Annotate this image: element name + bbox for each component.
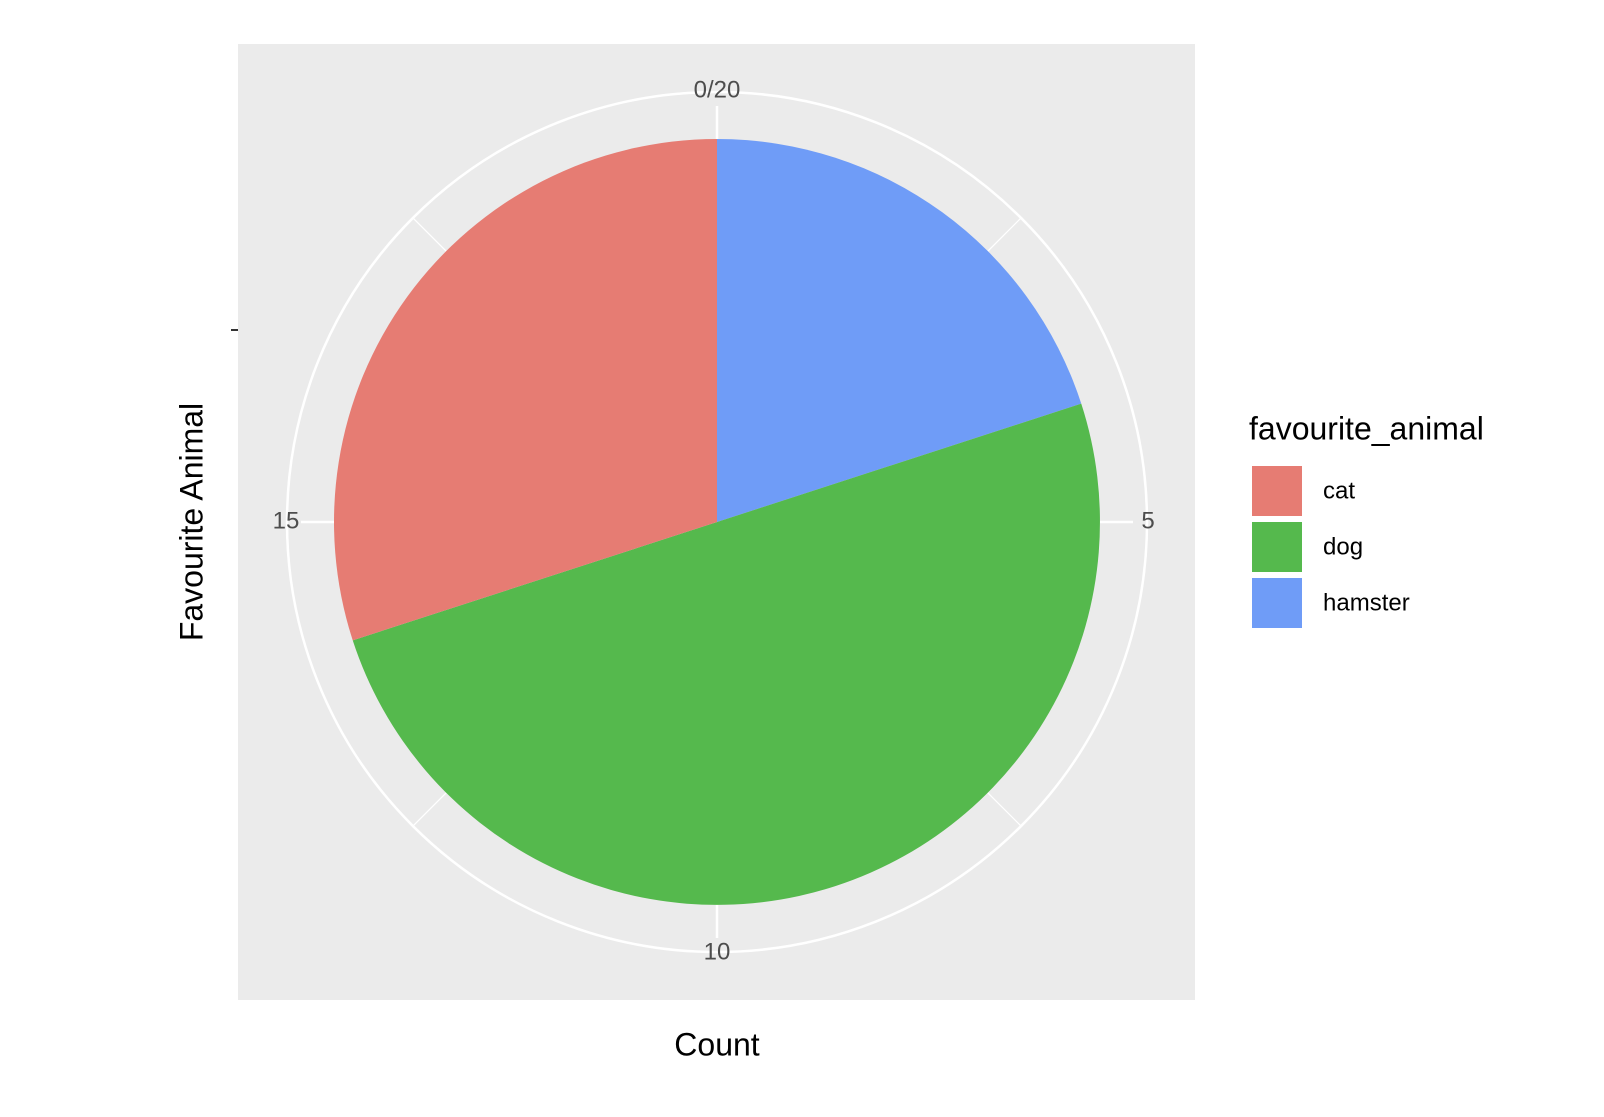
theta-tick-label: 5 (1141, 507, 1154, 534)
slices (333, 139, 1100, 905)
slice (333, 139, 717, 641)
theta-tick-label: 15 (273, 507, 300, 534)
slice (352, 403, 1100, 905)
x-axis-title: Count (674, 1026, 760, 1062)
legend-key (1250, 576, 1304, 630)
legend-key (1250, 520, 1304, 574)
legend: cat dog hamster (1250, 464, 1410, 630)
legend-label: cat (1323, 477, 1355, 504)
slice (717, 139, 1082, 522)
y-axis-title: Favourite Animal (173, 403, 209, 641)
outer-grid-circle (285, 90, 1149, 954)
ticks: 0/20 5 10 15 (273, 76, 1155, 965)
legend-title: favourite_animal (1249, 410, 1484, 446)
theta-tick-label: 0/20 (694, 76, 741, 103)
legend-key (1250, 464, 1304, 518)
legend-label: dog (1323, 533, 1363, 560)
theta-tick-label: 10 (704, 938, 731, 965)
legend-label: hamster (1323, 589, 1410, 616)
